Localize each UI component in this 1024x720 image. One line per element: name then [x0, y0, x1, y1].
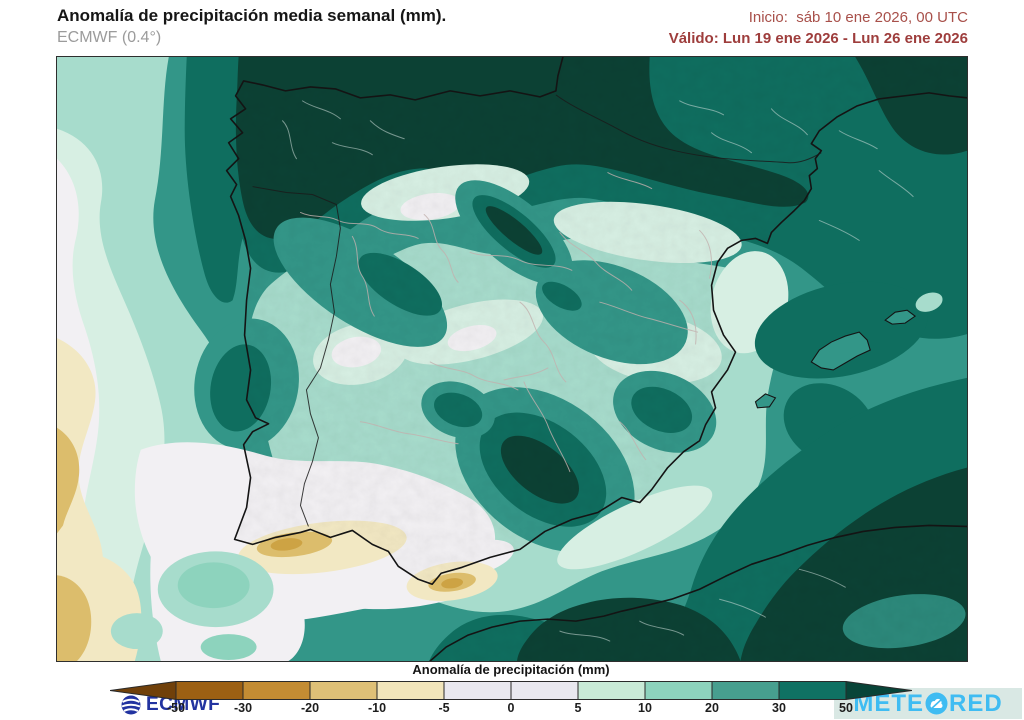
- legend-tick: 0: [507, 701, 515, 715]
- country-borders: [252, 94, 822, 527]
- meteored-cloud-icon: [925, 692, 948, 715]
- legend-segment: [577, 681, 646, 700]
- legend-arrow-left: [110, 681, 177, 700]
- legend-segment: [778, 681, 847, 700]
- legend-segment: [309, 681, 378, 700]
- legend-tick: 10: [638, 701, 652, 715]
- coastline: [225, 57, 967, 661]
- legend-tick: -30: [233, 701, 253, 715]
- legend-arrow-right: [845, 681, 912, 700]
- map-panel: ECMWF METE RED: [56, 56, 1022, 719]
- legend-tick: -50: [166, 701, 186, 715]
- ecmwf-logo: ECMWF: [116, 692, 230, 718]
- legend-ticks: -50 -30 -20 -10 -5 0 5 10 20 30 50: [110, 701, 912, 717]
- menorca-island: [884, 309, 917, 325]
- legend-segment: [644, 681, 713, 700]
- legend-segment: [510, 681, 579, 700]
- legend-tick: 30: [772, 701, 786, 715]
- model-subtitle: ECMWF (0.4°): [57, 29, 162, 46]
- legend-tick: 5: [574, 701, 582, 715]
- legend-segment: [443, 681, 512, 700]
- run-info: Inicio: sáb 10 ene 2026, 00 UTC Válido: …: [669, 7, 968, 49]
- legend-segment: [242, 681, 311, 700]
- legend-segments: [175, 681, 847, 700]
- province-borders: [282, 100, 914, 642]
- legend-segment: [711, 681, 780, 700]
- legend-colorbar: [110, 681, 912, 700]
- meteored-text-post: RED: [949, 689, 1003, 717]
- legend-segment: [175, 681, 244, 700]
- legend-segment: [376, 681, 445, 700]
- legend-tick: 50: [839, 701, 853, 715]
- legend-title: Anomalía de precipitación (mm): [412, 662, 610, 677]
- legend-tick: -20: [300, 701, 320, 715]
- ibiza-island: [754, 393, 777, 409]
- init-time: Inicio: sáb 10 ene 2026, 00 UTC: [748, 9, 968, 26]
- legend-tick: -5: [438, 701, 450, 715]
- legend-tick: 20: [705, 701, 719, 715]
- map-canvas: [57, 57, 967, 661]
- page-title: Anomalía de precipitación media semanal …: [57, 6, 447, 25]
- ecmwf-globe-icon: [121, 695, 141, 715]
- valid-period: Válido: Lun 19 ene 2026 - Lun 26 ene 202…: [668, 30, 968, 47]
- legend-tick: -10: [367, 701, 387, 715]
- mallorca-island: [810, 331, 871, 371]
